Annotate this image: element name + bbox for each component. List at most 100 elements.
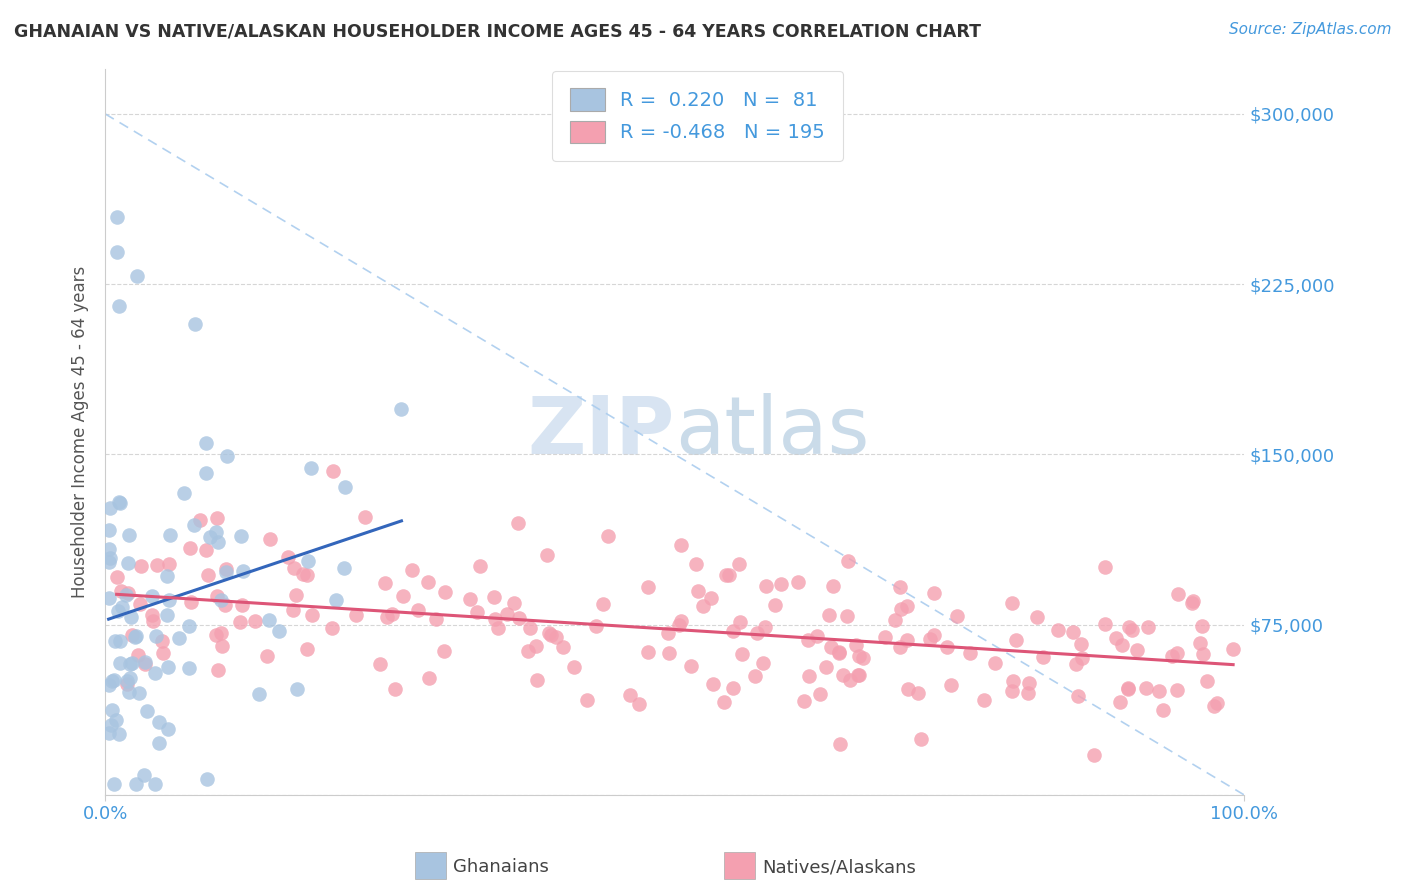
Point bbox=[536, 548, 558, 562]
Point bbox=[1121, 624, 1143, 638]
Point bbox=[101, 673, 124, 688]
Point bbox=[209, 593, 232, 607]
Point bbox=[110, 656, 132, 670]
Point bbox=[1116, 682, 1139, 697]
Point bbox=[433, 585, 456, 599]
Point bbox=[180, 595, 202, 609]
Point bbox=[146, 558, 169, 572]
Point bbox=[368, 657, 391, 671]
Point bbox=[669, 614, 692, 628]
Point bbox=[128, 685, 150, 699]
Point bbox=[896, 599, 918, 613]
Point bbox=[465, 605, 488, 619]
Point bbox=[205, 589, 228, 603]
Point bbox=[381, 607, 404, 621]
Point bbox=[97, 541, 120, 556]
Point bbox=[671, 538, 693, 552]
Point bbox=[200, 530, 222, 544]
Point bbox=[188, 513, 211, 527]
Point bbox=[700, 591, 723, 605]
Point bbox=[848, 667, 870, 681]
Point bbox=[721, 624, 744, 638]
Point bbox=[155, 569, 177, 583]
Point bbox=[433, 643, 456, 657]
Point bbox=[110, 584, 132, 599]
Point bbox=[100, 550, 122, 565]
Point bbox=[134, 657, 156, 672]
Point bbox=[243, 615, 266, 629]
Point bbox=[197, 568, 219, 582]
Point bbox=[184, 317, 207, 331]
Point bbox=[125, 777, 148, 791]
Point bbox=[277, 550, 299, 565]
Point bbox=[1070, 651, 1092, 665]
Point bbox=[495, 607, 517, 622]
Point bbox=[121, 628, 143, 642]
Point bbox=[692, 599, 714, 613]
Point bbox=[207, 511, 229, 525]
Text: GHANAIAN VS NATIVE/ALASKAN HOUSEHOLDER INCOME AGES 45 - 64 YEARS CORRELATION CHA: GHANAIAN VS NATIVE/ALASKAN HOUSEHOLDER I… bbox=[14, 22, 981, 40]
Point bbox=[285, 681, 308, 696]
Point bbox=[458, 592, 481, 607]
Point bbox=[1118, 620, 1140, 634]
Point bbox=[97, 678, 120, 692]
Point bbox=[1064, 657, 1087, 672]
Point bbox=[714, 568, 737, 582]
Point bbox=[374, 576, 396, 591]
Point bbox=[728, 615, 751, 630]
Point bbox=[1135, 681, 1157, 695]
Point bbox=[211, 639, 233, 653]
Point bbox=[1094, 559, 1116, 574]
Point bbox=[484, 612, 506, 626]
Point bbox=[838, 673, 860, 687]
Point bbox=[1047, 623, 1070, 637]
Point bbox=[195, 466, 218, 480]
Point bbox=[269, 624, 291, 638]
Point bbox=[828, 738, 851, 752]
Point bbox=[848, 649, 870, 664]
Point bbox=[157, 592, 180, 607]
Point bbox=[377, 610, 399, 624]
Point bbox=[215, 565, 238, 579]
Point bbox=[100, 703, 122, 717]
Point bbox=[299, 460, 322, 475]
Point bbox=[301, 607, 323, 622]
Point bbox=[150, 633, 173, 648]
Point bbox=[846, 668, 869, 682]
Point bbox=[195, 772, 218, 786]
Point bbox=[231, 598, 253, 612]
Point bbox=[1108, 695, 1130, 709]
Point bbox=[1222, 641, 1244, 656]
Point bbox=[127, 648, 149, 663]
Point bbox=[104, 714, 127, 728]
Point bbox=[159, 557, 181, 571]
Point bbox=[728, 557, 751, 571]
Point bbox=[97, 726, 120, 740]
Point bbox=[540, 627, 562, 641]
Text: Natives/Alaskans: Natives/Alaskans bbox=[762, 858, 915, 876]
Point bbox=[145, 629, 167, 643]
Point bbox=[787, 575, 810, 590]
Point bbox=[984, 656, 1007, 670]
Point bbox=[752, 656, 775, 670]
Point bbox=[152, 646, 174, 660]
Point bbox=[297, 568, 319, 582]
Point bbox=[159, 528, 181, 542]
Point bbox=[215, 562, 238, 576]
Point bbox=[1126, 643, 1149, 657]
Point bbox=[806, 629, 828, 643]
Y-axis label: Householder Income Ages 45 - 64 years: Householder Income Ages 45 - 64 years bbox=[72, 266, 89, 598]
Point bbox=[627, 698, 650, 712]
Legend: R =  0.220   N =  81, R = -0.468   N = 195: R = 0.220 N = 81, R = -0.468 N = 195 bbox=[553, 71, 842, 161]
Point bbox=[232, 564, 254, 578]
Point bbox=[745, 625, 768, 640]
Point bbox=[503, 596, 526, 610]
Point bbox=[793, 694, 815, 708]
Point bbox=[936, 640, 959, 655]
Point bbox=[98, 555, 121, 569]
Point bbox=[907, 686, 929, 700]
Point bbox=[259, 613, 281, 627]
Point bbox=[831, 667, 853, 681]
Point bbox=[959, 647, 981, 661]
Point bbox=[910, 731, 932, 746]
